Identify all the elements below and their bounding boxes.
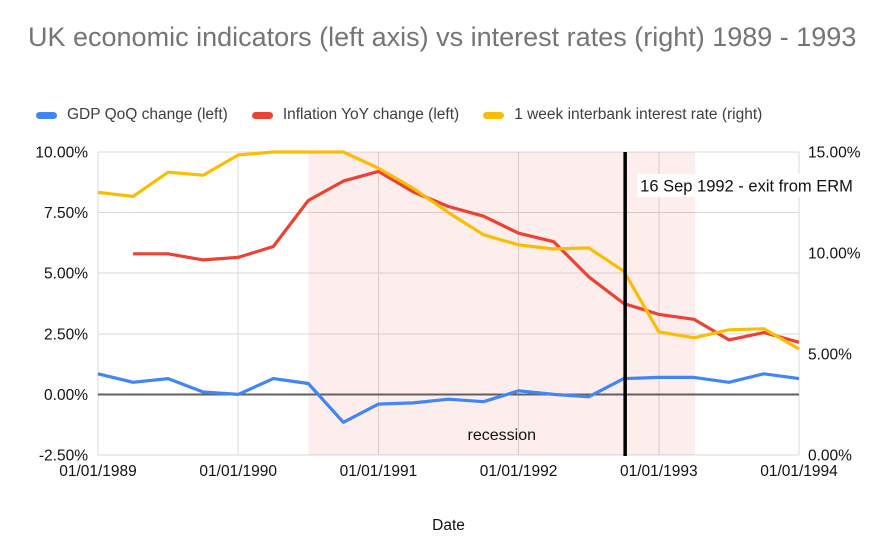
recession-label: recession xyxy=(468,427,536,444)
legend-swatch-inflation-icon xyxy=(251,111,273,119)
legend-item-interbank: 1 week interbank interest rate (right) xyxy=(483,106,762,124)
legend-swatch-gdp-icon xyxy=(36,111,57,119)
x-axis-tick-label: 01/01/1994 xyxy=(760,463,838,480)
x-axis-tick-label: 01/01/1991 xyxy=(340,463,418,480)
right-axis-tick-label: 15.00% xyxy=(808,145,861,162)
right-axis-tick-label: 5.00% xyxy=(808,347,852,364)
legend-item-inflation: Inflation YoY change (left) xyxy=(251,106,460,124)
right-axis-tick-label: 10.00% xyxy=(808,246,861,263)
legend-label-interbank: 1 week interbank interest rate (right) xyxy=(514,106,763,123)
erm-annotation-label: 16 Sep 1992 - exit from ERM xyxy=(640,178,853,196)
right-axis-tick-label: 0.00% xyxy=(808,448,852,465)
chart-title: UK economic indicators (left axis) vs in… xyxy=(28,22,857,52)
x-axis-tick-label: 01/01/1990 xyxy=(199,463,277,480)
erm-annotation-backing xyxy=(637,174,887,197)
left-axis-tick-label: 7.50% xyxy=(44,205,88,222)
x-axis-tick-label: 01/01/1992 xyxy=(480,463,558,480)
x-axis-title: Date xyxy=(432,517,465,534)
recession-band xyxy=(308,152,696,455)
left-axis-tick-label: 5.00% xyxy=(44,266,88,283)
legend-label-inflation: Inflation YoY change (left) xyxy=(282,106,460,123)
left-axis-tick-label: 2.50% xyxy=(44,326,88,343)
x-axis-tick-label: 01/01/1989 xyxy=(59,463,137,480)
series-line-gdp-qoq xyxy=(97,372,800,424)
series-line-inflation-yoy xyxy=(133,169,800,344)
left-axis-tick-label: 10.00% xyxy=(35,145,88,162)
legend-item-gdp: GDP QoQ change (left) xyxy=(36,106,228,124)
x-axis-tick-label: 01/01/1993 xyxy=(620,463,698,480)
left-axis-tick-label: -2.50% xyxy=(39,448,88,465)
chart-legend: GDP QoQ change (left) Inflation YoY chan… xyxy=(36,103,762,127)
series-line-interbank-rate xyxy=(97,150,800,351)
legend-swatch-interbank-icon xyxy=(483,111,505,119)
legend-label-gdp: GDP QoQ change (left) xyxy=(67,106,228,123)
left-axis-tick-label: 0.00% xyxy=(44,387,88,404)
